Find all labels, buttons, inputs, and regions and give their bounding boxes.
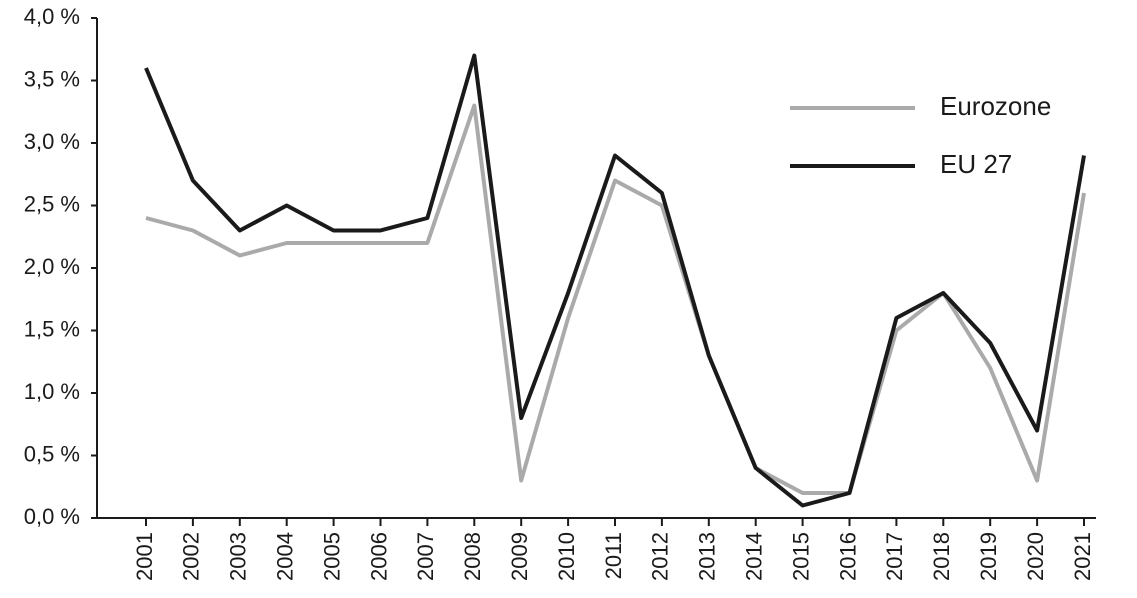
x-tick-label: 2005 <box>319 532 344 581</box>
x-tick-label: 2016 <box>835 532 860 581</box>
x-tick-label: 2021 <box>1070 532 1095 581</box>
x-tick-label: 2013 <box>695 532 720 581</box>
x-tick-label: 2002 <box>179 532 204 581</box>
x-tick-label: 2010 <box>554 532 579 581</box>
x-tick-label: 2017 <box>882 532 907 581</box>
y-tick-label: 2,0 % <box>24 254 80 279</box>
x-tick-label: 2012 <box>648 532 673 581</box>
x-tick-label: 2015 <box>788 532 813 581</box>
x-tick-label: 2008 <box>460 532 485 581</box>
y-tick-label: 0,0 % <box>24 504 80 529</box>
x-tick-label: 2004 <box>273 532 298 581</box>
x-tick-label: 2003 <box>226 532 251 581</box>
line-series <box>144 53 1086 508</box>
line-series <box>145 103 1086 495</box>
y-tick-label: 3,0 % <box>24 129 80 154</box>
x-tick-label: 2011 <box>601 532 626 579</box>
x-tick-label: 2019 <box>976 532 1001 581</box>
legend-label: EU 27 <box>940 149 1012 179</box>
y-tick-label: 1,5 % <box>24 316 80 341</box>
x-tick-label: 2009 <box>507 532 532 581</box>
legend-label: Eurozone <box>940 91 1051 121</box>
x-tick-label: 2007 <box>413 532 438 581</box>
x-tick-label: 2014 <box>742 532 767 581</box>
x-tick-label: 2001 <box>132 532 157 581</box>
y-tick-label: 3,5 % <box>24 66 80 91</box>
y-tick-label: 0,5 % <box>24 441 80 466</box>
x-tick-label: 2020 <box>1023 532 1048 581</box>
x-tick-label: 2018 <box>929 532 954 581</box>
y-tick-label: 2,5 % <box>24 191 80 216</box>
y-tick-label: 4,0 % <box>24 4 80 29</box>
x-tick-label: 2006 <box>366 532 391 581</box>
y-tick-label: 1,0 % <box>24 379 80 404</box>
